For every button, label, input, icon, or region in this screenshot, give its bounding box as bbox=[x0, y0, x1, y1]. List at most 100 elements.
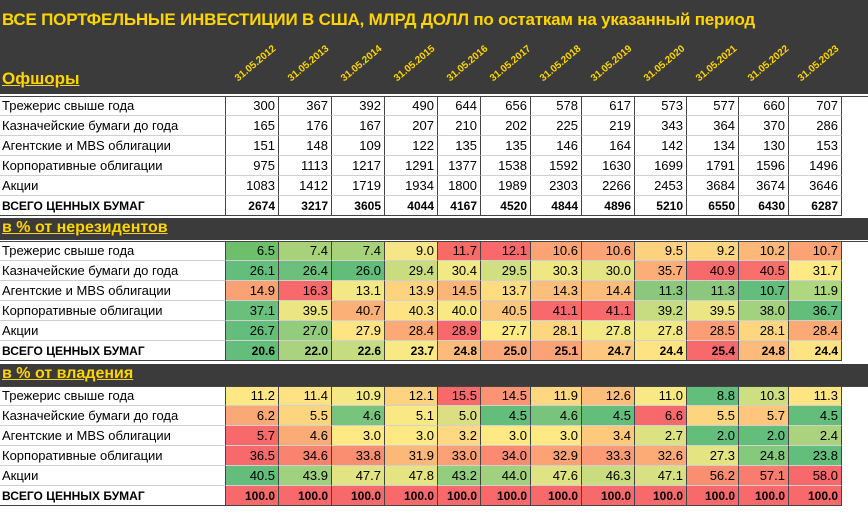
value-cell[interactable]: 343 bbox=[635, 116, 687, 136]
value-cell[interactable]: 4.6 bbox=[332, 406, 385, 426]
value-cell[interactable]: 1719 bbox=[332, 176, 385, 196]
value-cell[interactable]: 4167 bbox=[438, 196, 481, 216]
value-cell[interactable]: 134 bbox=[687, 136, 739, 156]
value-cell[interactable]: 43.9 bbox=[279, 466, 332, 486]
value-cell[interactable]: 4520 bbox=[481, 196, 531, 216]
value-cell[interactable]: 47.8 bbox=[385, 466, 438, 486]
value-cell[interactable]: 644 bbox=[438, 96, 481, 116]
value-cell[interactable]: 578 bbox=[531, 96, 582, 116]
value-cell[interactable]: 30.3 bbox=[531, 261, 582, 281]
value-cell[interactable]: 24.7 bbox=[582, 341, 635, 361]
value-cell[interactable]: 1934 bbox=[385, 176, 438, 196]
value-cell[interactable]: 370 bbox=[739, 116, 789, 136]
value-cell[interactable]: 12.1 bbox=[481, 241, 531, 261]
value-cell[interactable]: 1217 bbox=[332, 156, 385, 176]
value-cell[interactable]: 44.0 bbox=[481, 466, 531, 486]
row-label-cell[interactable]: Трежерис свыше года bbox=[0, 241, 226, 261]
row-label-cell[interactable]: Акции bbox=[0, 466, 226, 486]
row-label-cell[interactable]: Агентские и MBS облигации bbox=[0, 426, 226, 446]
value-cell[interactable]: 490 bbox=[385, 96, 438, 116]
value-cell[interactable]: 1596 bbox=[739, 156, 789, 176]
value-cell[interactable]: 3.0 bbox=[531, 426, 582, 446]
value-cell[interactable]: 122 bbox=[385, 136, 438, 156]
value-cell[interactable]: 100.0 bbox=[385, 486, 438, 506]
value-cell[interactable]: 6.6 bbox=[635, 406, 687, 426]
value-cell[interactable]: 2303 bbox=[531, 176, 582, 196]
value-cell[interactable]: 207 bbox=[385, 116, 438, 136]
row-label-cell[interactable]: Трежерис свыше года bbox=[0, 96, 226, 116]
row-label-cell[interactable]: Агентские и MBS облигации bbox=[0, 281, 226, 301]
value-cell[interactable]: 28.1 bbox=[531, 321, 582, 341]
value-cell[interactable]: 1113 bbox=[279, 156, 332, 176]
date-header[interactable]: 31.05.2017 bbox=[488, 43, 543, 94]
value-cell[interactable]: 22.0 bbox=[279, 341, 332, 361]
value-cell[interactable]: 40.9 bbox=[687, 261, 739, 281]
value-cell[interactable]: 39.5 bbox=[279, 301, 332, 321]
value-cell[interactable]: 1412 bbox=[279, 176, 332, 196]
value-cell[interactable]: 6287 bbox=[789, 196, 842, 216]
value-cell[interactable]: 41.1 bbox=[531, 301, 582, 321]
value-cell[interactable]: 5.0 bbox=[438, 406, 481, 426]
value-cell[interactable]: 40.5 bbox=[481, 301, 531, 321]
value-cell[interactable]: 367 bbox=[279, 96, 332, 116]
value-cell[interactable]: 30.0 bbox=[582, 261, 635, 281]
row-label-cell[interactable]: Корпоративные облигации bbox=[0, 156, 226, 176]
value-cell[interactable]: 28.5 bbox=[687, 321, 739, 341]
value-cell[interactable]: 6430 bbox=[739, 196, 789, 216]
row-label-cell[interactable]: Акции bbox=[0, 176, 226, 196]
value-cell[interactable]: 1291 bbox=[385, 156, 438, 176]
value-cell[interactable]: 14.4 bbox=[582, 281, 635, 301]
value-cell[interactable]: 23.8 bbox=[789, 446, 842, 466]
value-cell[interactable]: 4.6 bbox=[531, 406, 582, 426]
value-cell[interactable]: 14.9 bbox=[226, 281, 279, 301]
row-label-cell[interactable]: Агентские и MBS облигации bbox=[0, 136, 226, 156]
value-cell[interactable]: 975 bbox=[226, 156, 279, 176]
row-label-cell[interactable]: ВСЕГО ЦЕННЫХ БУМАГ bbox=[0, 486, 226, 506]
value-cell[interactable]: 219 bbox=[582, 116, 635, 136]
value-cell[interactable]: 109 bbox=[332, 136, 385, 156]
date-header[interactable]: 31.05.2015 bbox=[392, 43, 447, 94]
value-cell[interactable]: 33.8 bbox=[332, 446, 385, 466]
value-cell[interactable]: 40.5 bbox=[226, 466, 279, 486]
value-cell[interactable]: 656 bbox=[481, 96, 531, 116]
value-cell[interactable]: 11.3 bbox=[635, 281, 687, 301]
value-cell[interactable]: 25.0 bbox=[481, 341, 531, 361]
value-cell[interactable]: 3605 bbox=[332, 196, 385, 216]
value-cell[interactable]: 100.0 bbox=[789, 486, 842, 506]
value-cell[interactable]: 100.0 bbox=[279, 486, 332, 506]
value-cell[interactable]: 32.6 bbox=[635, 446, 687, 466]
value-cell[interactable]: 100.0 bbox=[687, 486, 739, 506]
value-cell[interactable]: 10.6 bbox=[531, 241, 582, 261]
value-cell[interactable]: 10.9 bbox=[332, 386, 385, 406]
value-cell[interactable]: 100.0 bbox=[739, 486, 789, 506]
value-cell[interactable]: 210 bbox=[438, 116, 481, 136]
value-cell[interactable]: 31.9 bbox=[385, 446, 438, 466]
value-cell[interactable]: 100.0 bbox=[582, 486, 635, 506]
value-cell[interactable]: 12.1 bbox=[385, 386, 438, 406]
value-cell[interactable]: 41.1 bbox=[582, 301, 635, 321]
value-cell[interactable]: 20.6 bbox=[226, 341, 279, 361]
value-cell[interactable]: 13.9 bbox=[385, 281, 438, 301]
value-cell[interactable]: 14.5 bbox=[438, 281, 481, 301]
value-cell[interactable]: 34.6 bbox=[279, 446, 332, 466]
value-cell[interactable]: 1630 bbox=[582, 156, 635, 176]
value-cell[interactable]: 135 bbox=[438, 136, 481, 156]
value-cell[interactable]: 24.8 bbox=[739, 446, 789, 466]
value-cell[interactable]: 27.3 bbox=[687, 446, 739, 466]
value-cell[interactable]: 2.7 bbox=[635, 426, 687, 446]
value-cell[interactable]: 39.2 bbox=[635, 301, 687, 321]
value-cell[interactable]: 26.1 bbox=[226, 261, 279, 281]
value-cell[interactable]: 27.0 bbox=[279, 321, 332, 341]
value-cell[interactable]: 2266 bbox=[582, 176, 635, 196]
date-header[interactable]: 31.05.2020 bbox=[642, 43, 697, 94]
value-cell[interactable]: 27.7 bbox=[481, 321, 531, 341]
value-cell[interactable]: 176 bbox=[279, 116, 332, 136]
value-cell[interactable]: 15.5 bbox=[438, 386, 481, 406]
value-cell[interactable]: 1791 bbox=[687, 156, 739, 176]
value-cell[interactable]: 40.5 bbox=[739, 261, 789, 281]
value-cell[interactable]: 3646 bbox=[789, 176, 842, 196]
value-cell[interactable]: 57.1 bbox=[739, 466, 789, 486]
value-cell[interactable]: 28.4 bbox=[385, 321, 438, 341]
value-cell[interactable]: 7.4 bbox=[332, 241, 385, 261]
value-cell[interactable]: 9.0 bbox=[385, 241, 438, 261]
